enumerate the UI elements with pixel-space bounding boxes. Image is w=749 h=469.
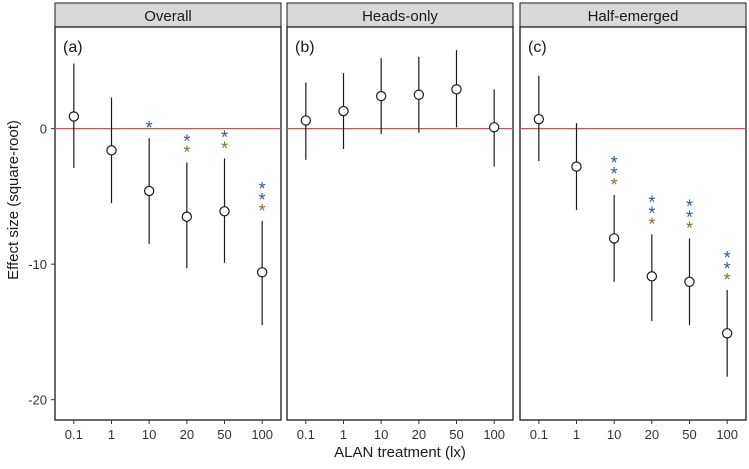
data-point-0-5 bbox=[256, 267, 268, 278]
x-tick-label-1-5: 100 bbox=[483, 427, 505, 442]
significance-star-2-3-0: * bbox=[648, 192, 655, 212]
panel-tag-1: (b) bbox=[295, 39, 315, 56]
significance-star-0-5-2: * bbox=[259, 201, 266, 221]
x-tick-label-1-1: 1 bbox=[340, 427, 347, 442]
data-point-1-2 bbox=[375, 90, 387, 102]
x-tick-label-2-1: 1 bbox=[573, 427, 580, 442]
significance-star-2-3-2: * bbox=[648, 214, 655, 234]
x-tick-label-2-2: 10 bbox=[607, 427, 621, 442]
x-axis-title: ALAN treatment (lx) bbox=[334, 444, 466, 461]
significance-star-0-5-0: * bbox=[259, 179, 266, 199]
x-tick-label-0-5: 100 bbox=[251, 427, 273, 442]
panel-frame-1 bbox=[286, 26, 514, 421]
significance-star-2-5-2: * bbox=[724, 270, 731, 290]
significance-star-2-5-0: * bbox=[724, 248, 731, 268]
significance-star-0-5-1: * bbox=[259, 190, 266, 210]
significance-star-0-3-0: * bbox=[183, 132, 190, 152]
data-point-2-4 bbox=[684, 276, 695, 287]
data-point-2-2 bbox=[608, 233, 620, 244]
x-tick-label-1-4: 50 bbox=[449, 427, 463, 442]
x-tick-label-1-3: 20 bbox=[412, 427, 426, 442]
facet-strip-0 bbox=[54, 2, 282, 28]
data-point-2-0 bbox=[533, 113, 545, 125]
significance-star-2-2-2: * bbox=[611, 175, 618, 195]
data-point-1-4 bbox=[451, 84, 462, 95]
significance-star-2-4-2: * bbox=[686, 218, 693, 238]
y-tick-label-2: -20 bbox=[28, 393, 47, 408]
data-point-2-1 bbox=[571, 161, 582, 172]
significance-star-2-5-1: * bbox=[724, 259, 731, 279]
data-point-0-2 bbox=[143, 185, 155, 197]
significance-star-2-4-0: * bbox=[686, 196, 693, 216]
facet-strip-label-1: Heads-only bbox=[362, 8, 438, 25]
y-axis-title: Effect size (square-root) bbox=[5, 120, 22, 280]
data-point-2-3 bbox=[646, 271, 658, 282]
data-point-1-1 bbox=[338, 105, 349, 117]
significance-star-0-4-0: * bbox=[221, 127, 228, 147]
x-tick-label-0-1: 1 bbox=[108, 427, 115, 442]
significance-star-0-2-0: * bbox=[146, 118, 153, 138]
data-point-1-3 bbox=[413, 89, 425, 100]
significance-star-0-4-1: * bbox=[221, 138, 228, 158]
facet-strip-label-2: Half-emerged bbox=[588, 8, 679, 25]
y-tick-label-1: -10 bbox=[28, 257, 47, 272]
data-point-1-5 bbox=[488, 122, 500, 133]
panel-frame-0 bbox=[54, 26, 282, 421]
x-tick-label-2-3: 20 bbox=[645, 427, 659, 442]
x-tick-label-2-0: 0.1 bbox=[530, 427, 548, 442]
x-tick-label-0-0: 0.1 bbox=[65, 427, 83, 442]
y-tick-label-0: 0 bbox=[40, 122, 47, 137]
data-point-2-5 bbox=[721, 328, 733, 339]
x-tick-label-0-3: 20 bbox=[180, 427, 194, 442]
panel-tag-2: (c) bbox=[528, 39, 547, 56]
facet-strip-label-0: Overall bbox=[144, 8, 192, 25]
x-tick-label-2-5: 100 bbox=[716, 427, 738, 442]
x-tick-label-2-4: 50 bbox=[682, 427, 696, 442]
x-tick-label-0-2: 10 bbox=[142, 427, 156, 442]
significance-star-2-2-1: * bbox=[611, 164, 618, 184]
significance-star-2-3-1: * bbox=[648, 203, 655, 223]
x-tick-label-1-2: 10 bbox=[374, 427, 388, 442]
data-point-1-0 bbox=[300, 115, 312, 126]
data-point-0-4 bbox=[219, 206, 230, 217]
facet-strip-2 bbox=[519, 2, 747, 28]
significance-star-2-4-1: * bbox=[686, 207, 693, 227]
panel-frame-2 bbox=[519, 26, 747, 421]
x-tick-label-1-0: 0.1 bbox=[297, 427, 315, 442]
significance-star-2-2-0: * bbox=[611, 153, 618, 173]
data-point-0-3 bbox=[181, 211, 193, 222]
panel-tag-0: (a) bbox=[63, 39, 83, 56]
significance-star-0-3-1: * bbox=[183, 143, 190, 163]
data-point-0-1 bbox=[106, 145, 117, 156]
x-tick-label-0-4: 50 bbox=[217, 427, 231, 442]
data-point-0-0 bbox=[68, 111, 80, 122]
